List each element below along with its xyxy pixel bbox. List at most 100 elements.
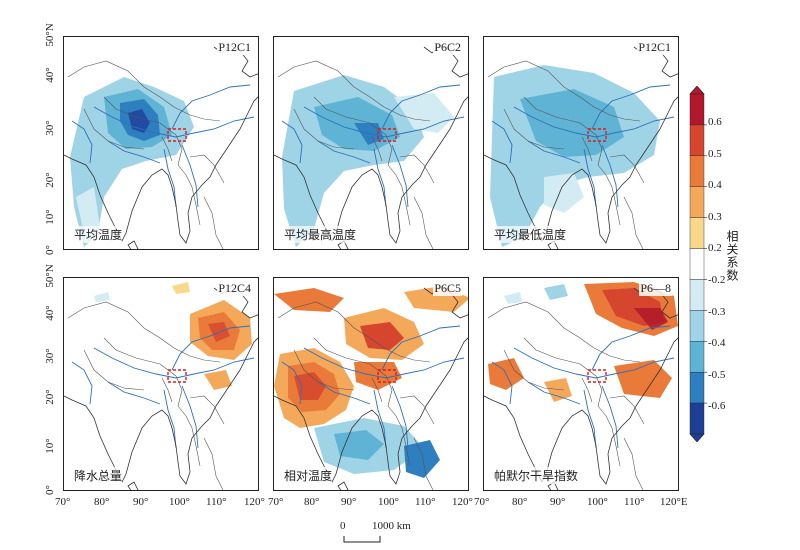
lon-label: 100° xyxy=(378,496,399,508)
border-line xyxy=(623,437,644,490)
panel-name: 平均最高温度 xyxy=(284,226,357,243)
lon-label: 110° xyxy=(624,496,645,508)
river-line xyxy=(591,84,671,130)
lon-label: 110° xyxy=(415,496,436,508)
colorbar-tick: 0.3 xyxy=(708,211,722,223)
map-panel-min-temp: P12C1 平均最低温度 xyxy=(483,36,679,250)
border-line xyxy=(523,96,603,166)
map-svg xyxy=(484,282,678,490)
border-line xyxy=(609,154,645,184)
river-line xyxy=(583,148,597,208)
border-line xyxy=(293,108,355,150)
colorbar-tick: -0.6 xyxy=(708,400,726,412)
colorbar-segment xyxy=(689,93,705,126)
border-line xyxy=(487,60,641,122)
correlation-patch xyxy=(614,360,672,398)
border-line xyxy=(581,136,593,162)
coastline xyxy=(274,337,468,485)
colorbar-segment xyxy=(689,402,705,435)
lon-label: 100° xyxy=(169,496,190,508)
border-line xyxy=(161,377,173,403)
colorbar-segment xyxy=(689,279,705,311)
border-line xyxy=(177,164,201,226)
scale-bar: 0 1000 km xyxy=(340,520,460,544)
scale-bar-line xyxy=(343,536,381,543)
map-panel-avg-temp: P12C1 平均温度 xyxy=(63,36,259,250)
island-outline xyxy=(127,481,139,490)
border-line xyxy=(371,377,383,403)
panel-name: 帕默尔干旱指数 xyxy=(494,467,579,484)
colorbar-tick: 0.4 xyxy=(708,179,722,191)
lat-label: 40° xyxy=(44,67,56,83)
river-line xyxy=(281,361,303,405)
panel-code: P12C1 xyxy=(217,40,252,55)
border-line xyxy=(399,395,435,425)
colorbar-tick: 0.6 xyxy=(708,116,722,128)
panel-code: P12C4 xyxy=(217,281,252,296)
border-line xyxy=(413,437,434,490)
colorbar-segment xyxy=(689,341,705,373)
border-line xyxy=(313,337,393,407)
lon-label: 80° xyxy=(512,496,528,508)
correlation-patch xyxy=(544,173,584,213)
lat-label: 30° xyxy=(44,348,56,364)
map-svg xyxy=(274,44,468,249)
river-line xyxy=(303,347,465,379)
colorbar-title: 相关系数 xyxy=(725,230,739,282)
border-line xyxy=(399,154,435,184)
colorbar-segment xyxy=(689,217,705,249)
lon-label: 120° xyxy=(244,496,265,508)
correlation-patch xyxy=(544,378,572,402)
correlation-patch xyxy=(204,370,232,390)
lat-label: 20° xyxy=(44,389,56,405)
border-line xyxy=(103,96,183,166)
river-line xyxy=(181,144,199,208)
map-svg xyxy=(484,44,678,249)
correlation-patch xyxy=(634,308,668,330)
border-line xyxy=(189,395,225,425)
border-line xyxy=(609,395,645,425)
correlation-patch xyxy=(504,292,522,304)
coastline xyxy=(64,96,258,244)
correlation-patch xyxy=(334,430,384,460)
border-line xyxy=(203,437,224,490)
lon-label: 90° xyxy=(341,496,357,508)
lon-label: 120° xyxy=(452,496,473,508)
border-line xyxy=(67,60,221,122)
border-line xyxy=(177,405,201,467)
river-line xyxy=(107,140,161,164)
lat-label: 10° xyxy=(44,209,56,225)
river-line xyxy=(373,389,387,449)
lon-label: 120°E xyxy=(660,496,688,508)
scale-end-label: 1000 km xyxy=(372,520,411,532)
river-line xyxy=(381,84,461,130)
colorbar-segment xyxy=(689,124,705,157)
colorbar-segment xyxy=(689,248,705,280)
island-outline xyxy=(337,481,349,490)
border-line xyxy=(203,196,224,249)
border-line xyxy=(293,349,355,391)
river-line xyxy=(527,381,581,405)
lon-label: 90° xyxy=(550,496,566,508)
colorbar-arrow-bottom xyxy=(689,433,705,442)
map-panel-precip: P12C4 降水总量 xyxy=(63,277,259,491)
border-line xyxy=(277,301,431,363)
river-line xyxy=(181,385,199,449)
map-svg xyxy=(274,285,468,490)
river-line xyxy=(71,120,93,164)
river-line xyxy=(71,361,93,405)
border-line xyxy=(103,337,183,407)
river-line xyxy=(491,120,513,164)
panel-name: 平均最低温度 xyxy=(494,226,567,243)
island-outline xyxy=(127,240,139,249)
correlation-patch xyxy=(544,284,568,300)
river-line xyxy=(303,106,465,138)
scale-start-label: 0 xyxy=(340,520,346,532)
lon-label: 70° xyxy=(268,496,284,508)
river-line xyxy=(513,347,675,379)
river-line xyxy=(171,84,251,130)
river-line xyxy=(281,120,303,164)
river-line xyxy=(171,325,251,371)
coastline xyxy=(484,96,678,244)
colorbar-arrow-top xyxy=(689,86,705,95)
